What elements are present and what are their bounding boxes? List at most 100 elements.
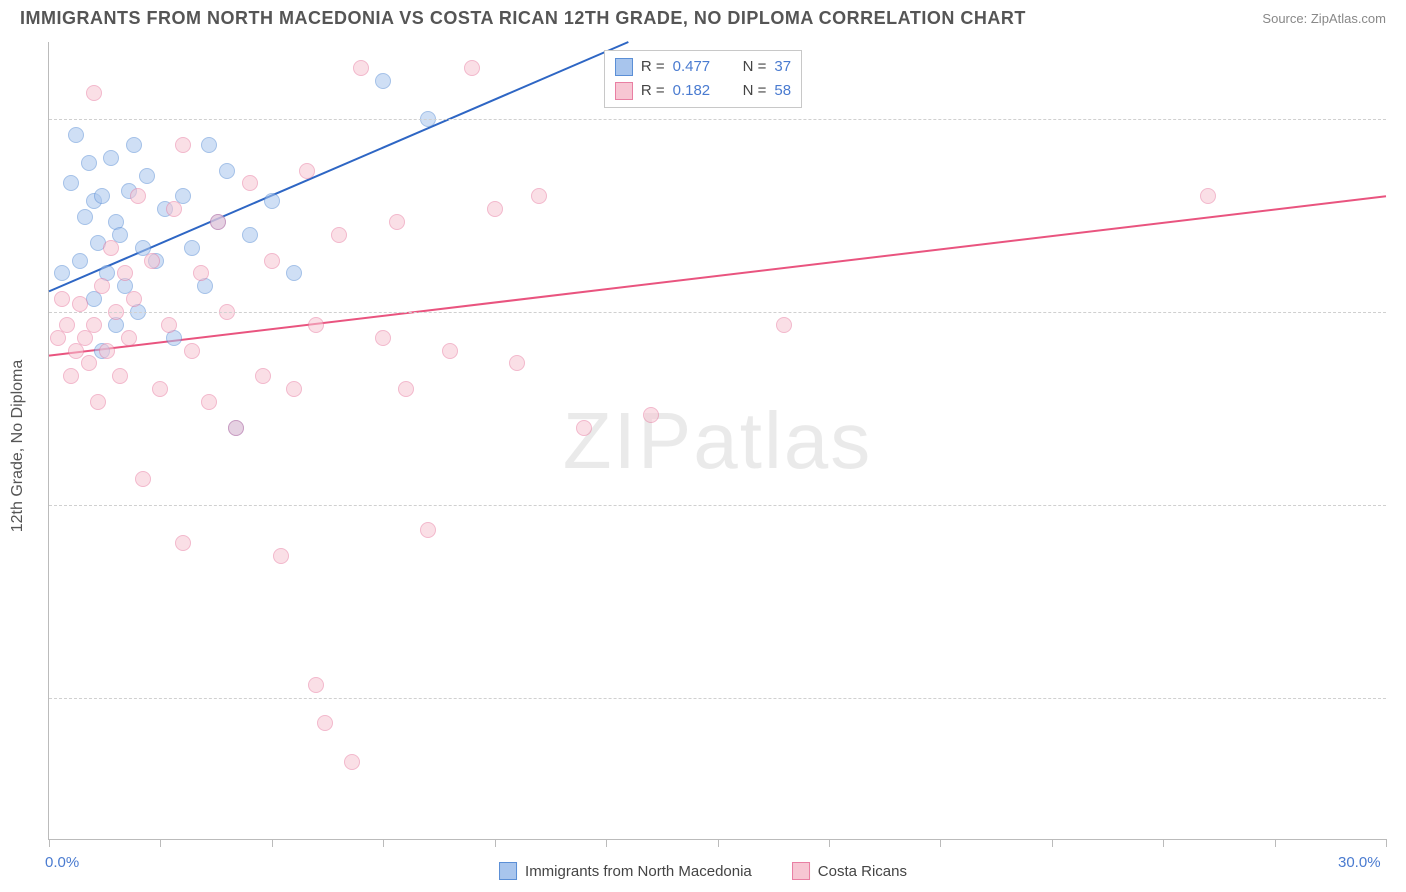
data-point — [112, 368, 128, 384]
data-point — [228, 420, 244, 436]
legend-item-series-1: Immigrants from North Macedonia — [499, 862, 752, 880]
data-point — [487, 201, 503, 217]
chart-title: IMMIGRANTS FROM NORTH MACEDONIA VS COSTA… — [20, 8, 1026, 29]
stats-row: R =0.182N =58 — [615, 79, 791, 103]
r-value: 0.182 — [673, 82, 725, 99]
data-point — [144, 253, 160, 269]
data-point — [63, 175, 79, 191]
r-value: 0.477 — [673, 58, 725, 75]
x-tick — [829, 839, 830, 847]
n-label: N = — [743, 58, 767, 75]
data-point — [126, 291, 142, 307]
source-attribution: Source: ZipAtlas.com — [1262, 11, 1386, 26]
data-point — [273, 548, 289, 564]
data-point — [242, 227, 258, 243]
data-point — [1200, 188, 1216, 204]
x-tick — [49, 839, 50, 847]
data-point — [63, 368, 79, 384]
stats-swatch — [615, 82, 633, 100]
data-point — [299, 163, 315, 179]
chart-header: IMMIGRANTS FROM NORTH MACEDONIA VS COSTA… — [0, 0, 1406, 33]
data-point — [353, 60, 369, 76]
data-point — [210, 214, 226, 230]
data-point — [166, 201, 182, 217]
x-tick — [940, 839, 941, 847]
data-point — [139, 168, 155, 184]
scatter-chart: ZIPatlas 77.5%85.0%92.5%100.0%0.0%30.0%R… — [48, 42, 1386, 840]
data-point — [317, 715, 333, 731]
plot-area — [49, 42, 1386, 839]
data-point — [420, 522, 436, 538]
data-point — [776, 317, 792, 333]
legend-label-2: Costa Ricans — [818, 863, 907, 880]
data-point — [81, 355, 97, 371]
data-point — [286, 265, 302, 281]
data-point — [184, 240, 200, 256]
x-tick — [383, 839, 384, 847]
data-point — [184, 343, 200, 359]
data-point — [77, 209, 93, 225]
data-point — [135, 471, 151, 487]
x-tick — [1386, 839, 1387, 847]
gridline-h — [49, 505, 1386, 506]
r-label: R = — [641, 82, 665, 99]
x-tick — [272, 839, 273, 847]
data-point — [59, 317, 75, 333]
gridline-h — [49, 312, 1386, 313]
data-point — [72, 296, 88, 312]
data-point — [193, 265, 209, 281]
y-tick-label: 100.0% — [1398, 111, 1406, 128]
x-tick — [606, 839, 607, 847]
data-point — [201, 137, 217, 153]
data-point — [264, 253, 280, 269]
data-point — [54, 265, 70, 281]
data-point — [99, 343, 115, 359]
data-point — [126, 137, 142, 153]
y-axis-label: 12th Grade, No Diploma — [9, 360, 27, 533]
legend-swatch-blue — [499, 862, 517, 880]
x-tick-label: 30.0% — [1338, 854, 1381, 871]
data-point — [389, 214, 405, 230]
data-point — [175, 137, 191, 153]
n-value: 37 — [774, 58, 791, 75]
data-point — [242, 175, 258, 191]
stats-row: R =0.477N =37 — [615, 55, 791, 79]
data-point — [375, 330, 391, 346]
legend-item-series-2: Costa Ricans — [792, 862, 907, 880]
data-point — [94, 278, 110, 294]
data-point — [86, 85, 102, 101]
source-label: Source: — [1262, 11, 1307, 26]
data-point — [130, 188, 146, 204]
y-tick-label: 85.0% — [1398, 496, 1406, 513]
x-tick — [1052, 839, 1053, 847]
x-tick-label: 0.0% — [45, 854, 79, 871]
legend-label-1: Immigrants from North Macedonia — [525, 863, 752, 880]
data-point — [68, 127, 84, 143]
x-tick — [718, 839, 719, 847]
x-tick — [1163, 839, 1164, 847]
data-point — [643, 407, 659, 423]
gridline-h — [49, 698, 1386, 699]
data-point — [286, 381, 302, 397]
data-point — [308, 677, 324, 693]
data-point — [255, 368, 271, 384]
legend-swatch-pink — [792, 862, 810, 880]
data-point — [264, 193, 280, 209]
data-point — [72, 253, 88, 269]
stats-swatch — [615, 58, 633, 76]
data-point — [81, 155, 97, 171]
n-value: 58 — [774, 82, 791, 99]
data-point — [152, 381, 168, 397]
data-point — [331, 227, 347, 243]
data-point — [175, 535, 191, 551]
source-value: ZipAtlas.com — [1311, 11, 1386, 26]
x-tick — [495, 839, 496, 847]
data-point — [90, 394, 106, 410]
data-point — [375, 73, 391, 89]
data-point — [344, 754, 360, 770]
data-point — [86, 317, 102, 333]
data-point — [121, 330, 137, 346]
data-point — [117, 265, 133, 281]
data-point — [54, 291, 70, 307]
data-point — [219, 163, 235, 179]
